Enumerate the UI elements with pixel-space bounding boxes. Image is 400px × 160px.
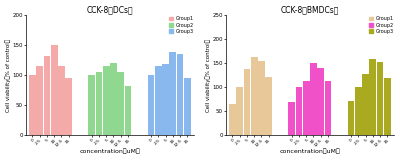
Bar bbox=[303, 81, 310, 135]
Bar bbox=[288, 102, 295, 135]
Bar bbox=[184, 78, 191, 135]
Bar bbox=[355, 87, 362, 135]
Bar bbox=[155, 66, 162, 135]
Bar bbox=[51, 45, 58, 135]
Bar bbox=[148, 75, 154, 135]
Bar bbox=[103, 66, 110, 135]
Bar bbox=[362, 74, 369, 135]
Bar bbox=[125, 86, 132, 135]
Bar bbox=[325, 81, 332, 135]
Bar bbox=[384, 78, 391, 135]
Bar bbox=[296, 87, 302, 135]
Bar bbox=[36, 66, 43, 135]
Title: CCK-8（BMDCs）: CCK-8（BMDCs） bbox=[281, 6, 339, 15]
Bar bbox=[251, 57, 258, 135]
X-axis label: concentration（uM）: concentration（uM） bbox=[80, 149, 140, 154]
Bar bbox=[348, 101, 354, 135]
Y-axis label: Cell viability（% of control）: Cell viability（% of control） bbox=[6, 39, 11, 112]
Y-axis label: Cell viability（% of control）: Cell viability（% of control） bbox=[206, 39, 211, 112]
Bar bbox=[377, 62, 384, 135]
Bar bbox=[88, 75, 95, 135]
X-axis label: concentration（uM）: concentration（uM） bbox=[280, 149, 340, 154]
Bar bbox=[370, 59, 376, 135]
Bar bbox=[244, 69, 250, 135]
Bar bbox=[110, 63, 117, 135]
Legend: Group1, Group2, Group3: Group1, Group2, Group3 bbox=[368, 16, 394, 34]
Bar bbox=[236, 87, 243, 135]
Bar bbox=[65, 78, 72, 135]
Bar bbox=[177, 54, 184, 135]
Bar bbox=[310, 63, 317, 135]
Bar bbox=[170, 52, 176, 135]
Title: CCK-8（DCs）: CCK-8（DCs） bbox=[87, 6, 134, 15]
Bar bbox=[44, 56, 50, 135]
Bar bbox=[162, 64, 169, 135]
Bar bbox=[229, 104, 236, 135]
Bar bbox=[29, 75, 36, 135]
Bar bbox=[258, 61, 265, 135]
Legend: Group1, Group2, Group3: Group1, Group2, Group3 bbox=[168, 16, 194, 34]
Bar bbox=[265, 77, 272, 135]
Bar bbox=[118, 72, 124, 135]
Bar bbox=[318, 68, 324, 135]
Bar bbox=[58, 66, 65, 135]
Bar bbox=[96, 72, 102, 135]
